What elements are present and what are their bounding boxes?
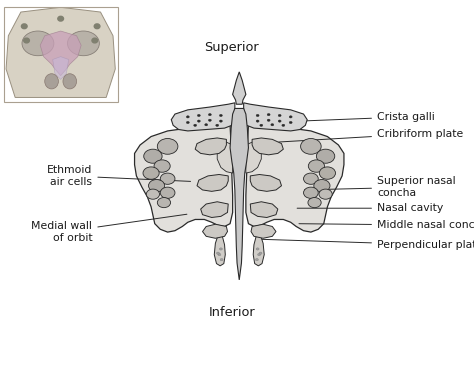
Circle shape [319, 167, 336, 179]
Circle shape [314, 180, 330, 192]
Circle shape [24, 38, 29, 43]
Circle shape [317, 149, 335, 163]
Polygon shape [197, 174, 228, 191]
Polygon shape [214, 232, 225, 266]
Text: Crista galli: Crista galli [267, 112, 435, 122]
Circle shape [58, 16, 64, 21]
Polygon shape [135, 125, 233, 232]
Polygon shape [233, 72, 246, 104]
Circle shape [219, 114, 222, 116]
Circle shape [146, 189, 160, 199]
Polygon shape [195, 138, 227, 155]
Circle shape [289, 122, 292, 124]
Polygon shape [230, 108, 248, 280]
Circle shape [21, 24, 27, 28]
Circle shape [319, 189, 332, 199]
Circle shape [209, 119, 211, 122]
Circle shape [255, 258, 258, 261]
Text: Superior nasal
concha: Superior nasal concha [304, 176, 456, 198]
Ellipse shape [63, 74, 77, 89]
Circle shape [154, 160, 170, 172]
Circle shape [218, 253, 221, 256]
Polygon shape [250, 174, 282, 191]
Circle shape [282, 124, 285, 126]
Ellipse shape [45, 74, 58, 89]
Circle shape [194, 124, 197, 126]
Circle shape [308, 160, 325, 172]
Circle shape [303, 187, 318, 199]
Circle shape [308, 197, 321, 208]
Circle shape [289, 116, 292, 118]
Circle shape [197, 120, 201, 122]
Circle shape [144, 149, 162, 163]
Polygon shape [244, 103, 307, 131]
Polygon shape [217, 142, 233, 173]
Circle shape [256, 120, 259, 122]
Circle shape [256, 248, 259, 250]
Circle shape [303, 173, 318, 184]
Circle shape [216, 124, 219, 126]
Polygon shape [202, 224, 228, 238]
Circle shape [258, 253, 261, 256]
Circle shape [267, 114, 270, 116]
Text: Perpendicular plate: Perpendicular plate [258, 239, 474, 250]
Circle shape [186, 122, 189, 124]
Polygon shape [252, 138, 283, 155]
Text: Ethmoid
air cells: Ethmoid air cells [47, 165, 191, 187]
Polygon shape [251, 224, 276, 238]
Circle shape [209, 114, 211, 116]
Circle shape [278, 114, 281, 116]
Polygon shape [253, 232, 264, 266]
Circle shape [217, 252, 219, 254]
Polygon shape [171, 103, 235, 131]
Circle shape [197, 114, 201, 116]
Circle shape [160, 187, 175, 199]
Polygon shape [6, 7, 115, 97]
Text: Inferior: Inferior [209, 306, 255, 319]
Circle shape [267, 119, 270, 122]
Circle shape [92, 38, 98, 43]
Text: Cribriform plate: Cribriform plate [279, 129, 463, 142]
Circle shape [205, 124, 208, 126]
Circle shape [219, 248, 222, 250]
Polygon shape [201, 202, 228, 218]
Circle shape [256, 114, 259, 116]
Text: Middle nasal concha: Middle nasal concha [299, 220, 474, 230]
Circle shape [260, 124, 263, 126]
Circle shape [148, 180, 164, 192]
Circle shape [94, 24, 100, 28]
Ellipse shape [67, 31, 100, 56]
Polygon shape [246, 125, 344, 232]
Circle shape [219, 120, 222, 122]
Circle shape [220, 258, 223, 261]
Polygon shape [40, 31, 81, 76]
Text: Superior: Superior [205, 41, 259, 54]
Circle shape [143, 167, 159, 179]
Circle shape [259, 252, 262, 254]
Polygon shape [250, 202, 278, 218]
Circle shape [186, 116, 189, 118]
Circle shape [157, 197, 171, 208]
Polygon shape [53, 57, 69, 80]
Circle shape [301, 138, 321, 154]
Ellipse shape [22, 31, 54, 56]
Circle shape [160, 173, 175, 184]
Circle shape [157, 138, 178, 154]
Circle shape [271, 124, 274, 126]
Text: Medial wall
of orbit: Medial wall of orbit [31, 214, 187, 243]
Text: Nasal cavity: Nasal cavity [297, 203, 443, 213]
Polygon shape [246, 142, 261, 173]
Circle shape [278, 120, 281, 122]
